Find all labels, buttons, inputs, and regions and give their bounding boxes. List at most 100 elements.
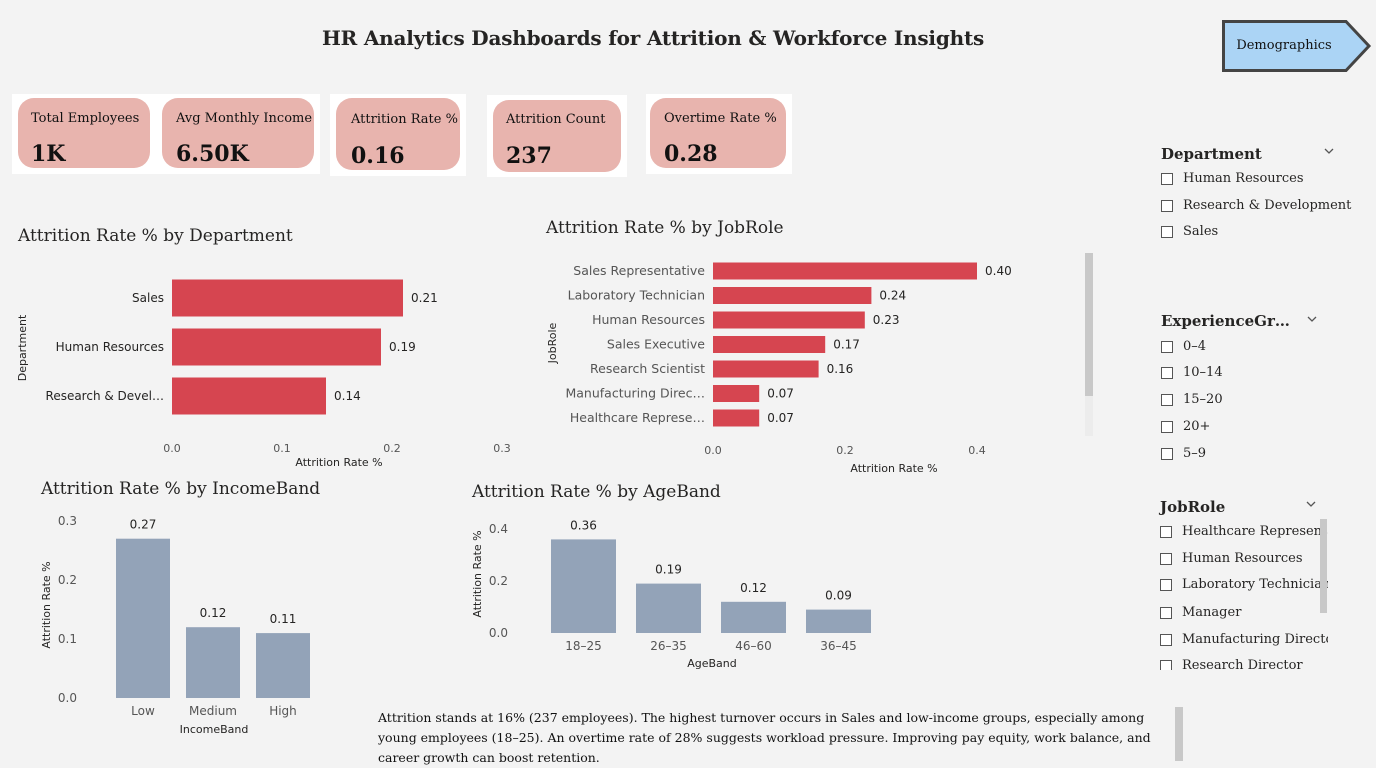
data-label: 0.16: [827, 362, 854, 376]
y-tick-label: 0.2: [489, 574, 508, 588]
checkbox[interactable]: [1160, 606, 1172, 619]
category-label: Laboratory Technician: [568, 288, 705, 303]
chart-scrollbar-thumb[interactable]: [1085, 253, 1093, 396]
kpi-card-attrition-rate: [336, 98, 460, 170]
bar: [713, 287, 872, 304]
x-tick-label: 0.2: [836, 444, 854, 457]
slicer-item-manager[interactable]: Manager: [1160, 605, 1241, 620]
kpi-value: 0.28: [664, 141, 718, 167]
slicer-title-jobrole: JobRole: [1160, 498, 1226, 516]
chart-scrollbar-track[interactable]: [1085, 396, 1093, 436]
category-label: Low: [131, 704, 155, 718]
slicer-item-manufacturing-director[interactable]: Manufacturing Director: [1160, 632, 1328, 647]
slicer-item-exp-5-9[interactable]: 5–9: [1161, 446, 1206, 461]
slicer-item-sales[interactable]: Sales: [1161, 224, 1218, 239]
slicer-title-experience: ExperienceGr…: [1161, 312, 1290, 330]
checkbox[interactable]: [1160, 552, 1172, 565]
chart-incomeband: 0.0 0.1 0.2 0.3 0.27 Low 0.12 Medium 0.11 High Inc…: [40, 514, 310, 736]
category-label: Sales Representative: [573, 263, 705, 278]
slicer-item-research-director[interactable]: Research Director: [1160, 658, 1303, 670]
kpi-label: Total Employees: [31, 111, 140, 126]
bar: [713, 409, 760, 427]
y-tick-label: 0.1: [58, 632, 77, 646]
data-label: 0.23: [873, 313, 900, 327]
kpi-label: Overtime Rate %: [664, 111, 777, 126]
data-label: 0.09: [825, 589, 852, 603]
y-axis-label: Department: [16, 314, 29, 381]
summary-text: Attrition stands at 16% (237 employees).…: [378, 710, 1151, 765]
slicer-item-exp-10-14[interactable]: 10–14: [1161, 365, 1223, 380]
kpi-value: 0.16: [351, 143, 405, 169]
x-tick-label: 0.3: [493, 442, 511, 455]
summary-scrollbar[interactable]: [1175, 707, 1183, 761]
y-tick-label: 0.0: [58, 691, 77, 705]
chart-ageband: 0.0 0.2 0.4 0.36 18–25 0.19 26–35 0.12 46–60 0.09…: [471, 518, 871, 670]
chevron-down-icon[interactable]: [1307, 314, 1317, 324]
checkbox[interactable]: [1161, 366, 1173, 379]
checkbox[interactable]: [1161, 199, 1173, 212]
category-label: Human Resources: [592, 312, 705, 327]
slicer-item-human-resources[interactable]: Human Resources: [1161, 171, 1304, 186]
bar: [172, 377, 326, 415]
data-label: 0.12: [200, 606, 227, 620]
chart-department: Sales 0.21 Human Resources 0.19 Research & D…: [16, 279, 511, 469]
demographics-button-shape[interactable]: [1222, 20, 1372, 72]
bar: [713, 311, 865, 329]
data-label: 0.27: [130, 518, 157, 532]
category-label: 46–60: [735, 639, 772, 653]
chart-title-department: Attrition Rate % by Department: [18, 226, 293, 246]
checkbox[interactable]: [1161, 225, 1173, 238]
kpi-label: Attrition Rate %: [351, 112, 458, 127]
chart-title-ageband: Attrition Rate % by AgeBand: [472, 482, 721, 502]
data-label: 0.24: [879, 289, 906, 303]
bar: [713, 336, 826, 353]
checkbox[interactable]: [1160, 578, 1172, 591]
x-tick-label: 0.0: [704, 444, 722, 457]
checkbox[interactable]: [1160, 525, 1172, 538]
kpi-card-overtime-rate: [650, 98, 786, 168]
category-label: High: [269, 704, 297, 718]
slicer-title-department: Department: [1161, 145, 1262, 163]
y-axis-label: Attrition Rate %: [40, 561, 53, 648]
bar: [713, 360, 819, 378]
y-tick-label: 0.0: [489, 626, 508, 640]
chevron-down-icon[interactable]: [1324, 146, 1334, 156]
category-label: 18–25: [565, 639, 602, 653]
bar: [551, 539, 616, 633]
checkbox[interactable]: [1160, 633, 1172, 646]
data-label: 0.12: [740, 581, 767, 595]
data-label: 0.19: [389, 340, 416, 354]
slicer-item-human-resources[interactable]: Human Resources: [1160, 551, 1303, 566]
x-tick-label: 0.0: [163, 442, 181, 455]
kpi-card-avg-monthly-income: [162, 98, 314, 168]
chevron-down-icon[interactable]: [1306, 499, 1316, 509]
slicer-item-laboratory-technician[interactable]: Laboratory Technician: [1160, 577, 1328, 592]
slicer-item-exp-15-20[interactable]: 15–20: [1161, 392, 1223, 407]
demographics-button[interactable]: Demographics: [1236, 38, 1332, 53]
x-tick-label: 0.1: [273, 442, 291, 455]
bar: [806, 609, 871, 633]
bar: [713, 385, 760, 402]
slicer-jobrole-list: Healthcare Representa… Human Resources L…: [1156, 518, 1328, 670]
x-axis-label: AgeBand: [687, 657, 737, 670]
checkbox[interactable]: [1161, 172, 1173, 185]
checkbox[interactable]: [1161, 420, 1173, 433]
category-label: Healthcare Represe…: [570, 410, 705, 425]
checkbox[interactable]: [1161, 393, 1173, 406]
slicer-item-exp-0-4[interactable]: 0–4: [1161, 339, 1206, 354]
kpi-label: Attrition Count: [506, 112, 606, 127]
slicer-item-research-development[interactable]: Research & Development: [1161, 198, 1351, 213]
category-label: Human Resources: [56, 340, 164, 354]
data-label: 0.14: [334, 389, 361, 403]
slicer-item-healthcare-representative[interactable]: Healthcare Representa…: [1160, 524, 1328, 539]
checkbox[interactable]: [1161, 447, 1173, 460]
kpi-card-attrition-count: [493, 100, 621, 172]
checkbox[interactable]: [1160, 659, 1172, 670]
checkbox[interactable]: [1161, 340, 1173, 353]
category-label: Research & Devel…: [46, 389, 164, 403]
data-label: 0.36: [570, 518, 597, 532]
slicer-scrollbar[interactable]: [1320, 519, 1327, 613]
bar: [256, 633, 310, 698]
slicer-item-exp-20-plus[interactable]: 20+: [1161, 419, 1210, 434]
chart-jobrole: Sales Representative 0.40 Laboratory Techn…: [546, 253, 1093, 475]
